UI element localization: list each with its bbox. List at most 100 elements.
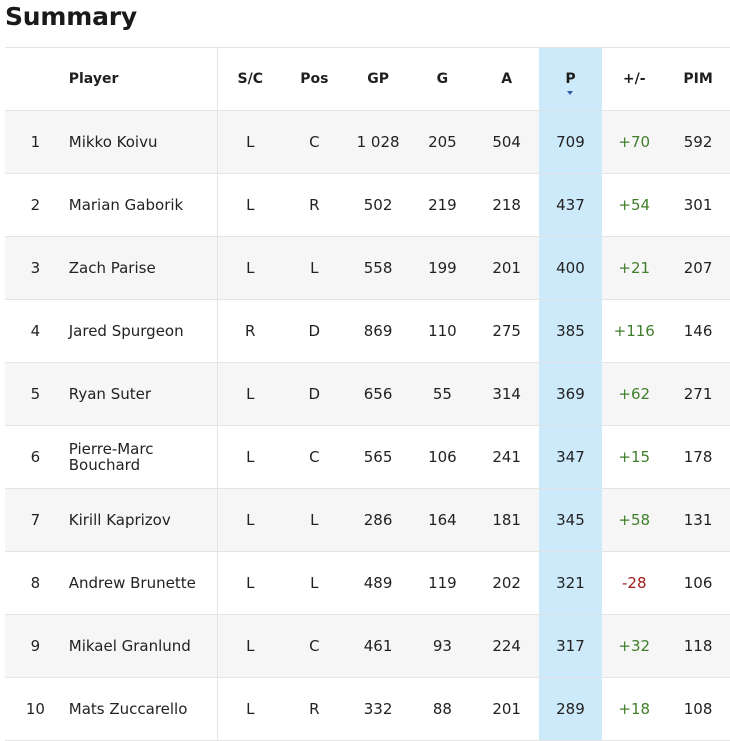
cell-player[interactable]: Pierre-Marc Bouchard [65, 425, 219, 489]
cell-a: 218 [474, 173, 539, 237]
cell-player[interactable]: Mats Zuccarello [65, 677, 219, 741]
cell-plus-minus: +18 [602, 677, 667, 741]
cell-gp: 502 [346, 173, 410, 237]
cell-a: 224 [474, 614, 539, 678]
cell-pos: R [282, 677, 347, 741]
header-row: Player S/C Pos GP G A P +/- PIM [5, 47, 730, 111]
cell-a: 201 [474, 236, 539, 300]
cell-p: 317 [538, 614, 603, 678]
cell-gp: 332 [346, 677, 410, 741]
cell-player[interactable]: Marian Gaborik [65, 173, 219, 237]
column-header-a[interactable]: A [474, 47, 539, 111]
column-header-g[interactable]: G [409, 47, 475, 111]
cell-pos: L [282, 488, 347, 552]
table-row[interactable]: 3 Zach Parise L L 558 199 201 400 +21 207 [5, 236, 730, 300]
cell-player[interactable]: Kirill Kaprizov [65, 488, 219, 552]
cell-g: 205 [409, 110, 475, 174]
cell-rank: 6 [5, 425, 66, 489]
cell-p: 345 [538, 488, 603, 552]
page-title: Summary [5, 2, 137, 31]
cell-gp: 489 [346, 551, 410, 615]
cell-a: 314 [474, 362, 539, 426]
cell-player[interactable]: Jared Spurgeon [65, 299, 219, 363]
cell-pim: 592 [666, 110, 730, 174]
cell-plus-minus: +116 [602, 299, 667, 363]
column-header-player[interactable]: Player [65, 47, 219, 111]
cell-plus-minus: +62 [602, 362, 667, 426]
cell-p: 369 [538, 362, 603, 426]
cell-g: 119 [409, 551, 475, 615]
cell-pim: 207 [666, 236, 730, 300]
cell-pim: 271 [666, 362, 730, 426]
cell-sc: L [217, 110, 283, 174]
cell-sc: R [217, 299, 283, 363]
cell-plus-minus: +15 [602, 425, 667, 489]
table-row[interactable]: 6 Pierre-Marc Bouchard L C 565 106 241 347 +15 17… [5, 425, 730, 489]
cell-plus-minus: +54 [602, 173, 667, 237]
column-header-rank [5, 47, 66, 111]
cell-pim: 301 [666, 173, 730, 237]
column-header-gp[interactable]: GP [346, 47, 410, 111]
cell-pim: 178 [666, 425, 730, 489]
cell-gp: 869 [346, 299, 410, 363]
cell-player[interactable]: Mikael Granlund [65, 614, 219, 678]
table-row[interactable]: 2 Marian Gaborik L R 502 219 218 437 +54 301 [5, 173, 730, 237]
cell-gp: 565 [346, 425, 410, 489]
cell-rank: 3 [5, 236, 66, 300]
cell-pim: 108 [666, 677, 730, 741]
table-row[interactable]: 4 Jared Spurgeon R D 869 110 275 385 +116 146 [5, 299, 730, 363]
column-header-p-label: P [565, 71, 576, 87]
cell-p: 289 [538, 677, 603, 741]
cell-player[interactable]: Zach Parise [65, 236, 219, 300]
table-row[interactable]: 8 Andrew Brunette L L 489 119 202 321 -28 106 [5, 551, 730, 615]
cell-pim: 118 [666, 614, 730, 678]
cell-p: 709 [538, 110, 603, 174]
cell-g: 219 [409, 173, 475, 237]
cell-g: 164 [409, 488, 475, 552]
cell-sc: L [217, 551, 283, 615]
table-row[interactable]: 9 Mikael Granlund L C 461 93 224 317 +32 118 [5, 614, 730, 678]
cell-plus-minus: +21 [602, 236, 667, 300]
cell-player[interactable]: Andrew Brunette [65, 551, 219, 615]
cell-rank: 1 [5, 110, 66, 174]
column-header-p[interactable]: P [538, 47, 603, 111]
cell-a: 202 [474, 551, 539, 615]
cell-pos: C [282, 425, 347, 489]
table-row[interactable]: 5 Ryan Suter L D 656 55 314 369 +62 271 [5, 362, 730, 426]
column-header-sc[interactable]: S/C [217, 47, 283, 111]
cell-pim: 106 [666, 551, 730, 615]
table-row[interactable]: 10 Mats Zuccarello L R 332 88 201 289 +18 108 [5, 677, 730, 741]
cell-a: 504 [474, 110, 539, 174]
cell-a: 201 [474, 677, 539, 741]
cell-player[interactable]: Ryan Suter [65, 362, 219, 426]
cell-pim: 131 [666, 488, 730, 552]
column-header-plus-minus[interactable]: +/- [602, 47, 667, 111]
table-header: Player S/C Pos GP G A P +/- PIM [5, 47, 730, 111]
table-row[interactable]: 7 Kirill Kaprizov L L 286 164 181 345 +58 131 [5, 488, 730, 552]
cell-a: 275 [474, 299, 539, 363]
cell-sc: L [217, 425, 283, 489]
cell-p: 385 [538, 299, 603, 363]
cell-rank: 2 [5, 173, 66, 237]
column-header-pos[interactable]: Pos [282, 47, 347, 111]
cell-a: 241 [474, 425, 539, 489]
table-row[interactable]: 1 Mikko Koivu L C 1 028 205 504 709 +70 592 [5, 110, 730, 174]
cell-rank: 7 [5, 488, 66, 552]
cell-gp: 1 028 [346, 110, 410, 174]
cell-g: 93 [409, 614, 475, 678]
cell-p: 321 [538, 551, 603, 615]
cell-sc: L [217, 236, 283, 300]
table-body: 1 Mikko Koivu L C 1 028 205 504 709 +70 592 2 Maria… [5, 110, 730, 741]
cell-rank: 9 [5, 614, 66, 678]
cell-gp: 656 [346, 362, 410, 426]
cell-g: 110 [409, 299, 475, 363]
cell-plus-minus: -28 [602, 551, 667, 615]
cell-pos: D [282, 362, 347, 426]
cell-rank: 8 [5, 551, 66, 615]
summary-table: Player S/C Pos GP G A P +/- PIM 1 Mikko K… [5, 47, 730, 741]
column-header-pim[interactable]: PIM [666, 47, 730, 111]
cell-p: 347 [538, 425, 603, 489]
cell-p: 437 [538, 173, 603, 237]
sort-descending-icon [567, 91, 574, 95]
cell-player[interactable]: Mikko Koivu [65, 110, 219, 174]
